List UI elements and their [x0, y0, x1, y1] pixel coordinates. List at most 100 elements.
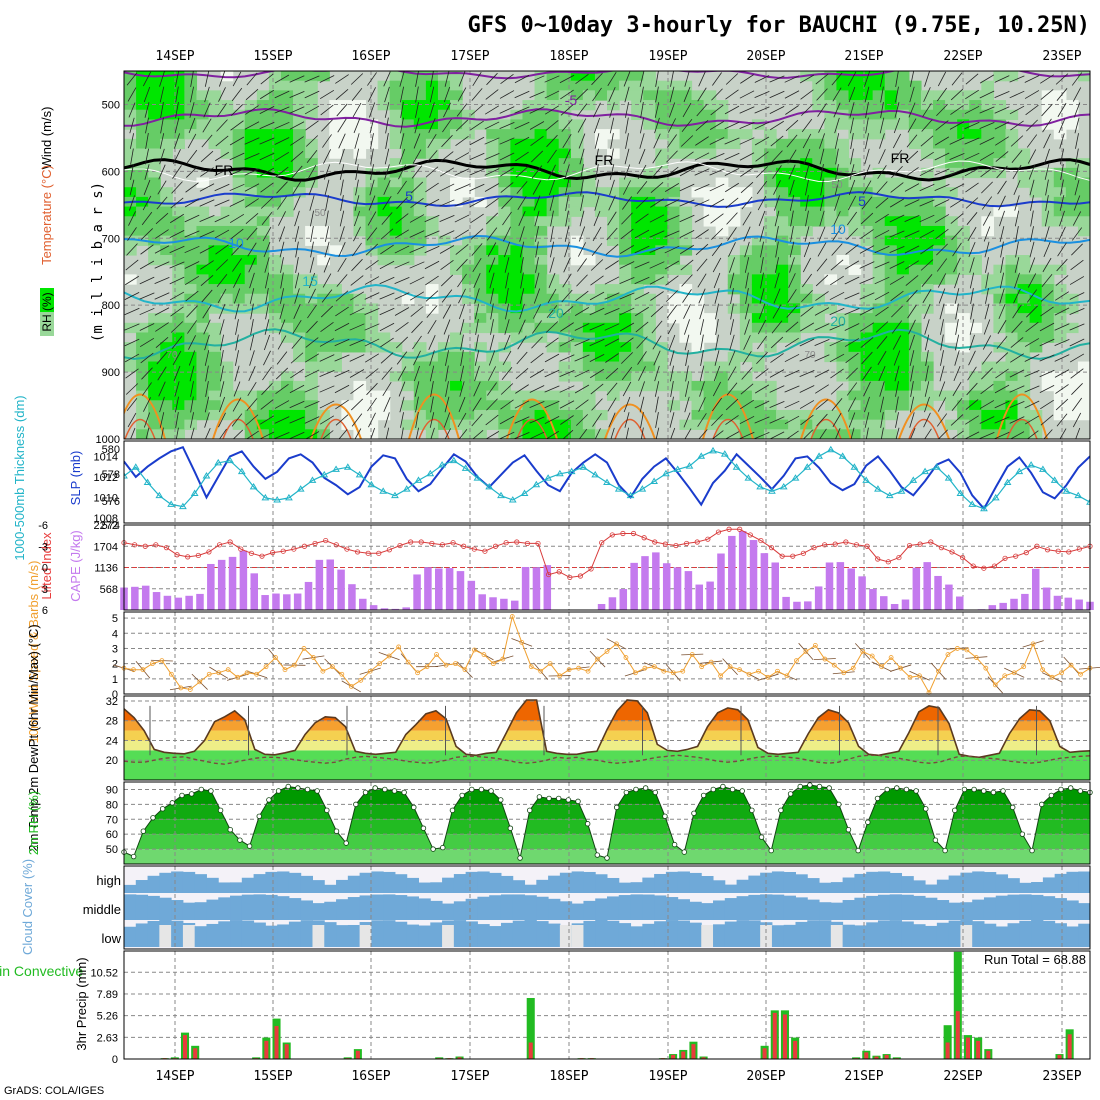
wind-barb [229, 168, 245, 176]
rh-cell [377, 216, 391, 227]
rh-cell [860, 409, 874, 421]
rh-cell [317, 361, 330, 372]
wind-barb [203, 102, 211, 118]
rh-cell [969, 109, 982, 121]
rh-cell [148, 100, 161, 111]
wind-barb [739, 415, 755, 425]
rh-cell [474, 255, 487, 266]
wind-barb [185, 166, 199, 178]
tick-label: 2.63 [97, 1032, 118, 1044]
rh-cell [631, 303, 644, 314]
rh-cell [474, 342, 487, 353]
wind-barb [170, 321, 184, 333]
cloud-bar [607, 920, 620, 947]
wind-barb [711, 242, 723, 257]
rh-cell [256, 158, 270, 169]
cape-bar [196, 593, 204, 610]
wind-barb [919, 214, 935, 223]
rh-cell [1017, 293, 1031, 305]
rh-cell [655, 158, 668, 169]
wind-barb [1059, 210, 1065, 227]
wind-barb [474, 288, 480, 304]
wind-barb [564, 241, 570, 258]
rh-cell [522, 429, 536, 439]
thickness-marker [226, 456, 234, 464]
wind-barb [787, 149, 797, 164]
lifted-index-point [715, 529, 722, 535]
cloud-bar [689, 922, 702, 947]
cloud-bar [218, 882, 231, 893]
wind-barb [504, 257, 510, 273]
rh-cell [776, 284, 789, 295]
wind-barb [879, 117, 885, 134]
rh-cell [558, 167, 572, 179]
rh-cell [280, 264, 294, 275]
wind-barb [262, 226, 272, 242]
wind-barb [865, 102, 869, 118]
rh-cell [365, 390, 379, 401]
rh-cell [136, 361, 149, 372]
wind-barb [860, 212, 874, 225]
wind-barb [214, 214, 230, 223]
rh-cell [643, 216, 656, 227]
temp-band [124, 730, 1090, 741]
rh-point [179, 792, 185, 799]
rh-cell [546, 342, 560, 353]
wind-barb [700, 350, 704, 366]
wind-barb [142, 71, 152, 87]
rh-cell [486, 158, 499, 169]
wind-barb [216, 119, 228, 132]
rh-cell [776, 158, 789, 169]
cloud-bar [995, 895, 1009, 920]
wind-speed-point [651, 664, 657, 670]
wind-barb [789, 257, 795, 273]
rh-cell [896, 264, 910, 275]
rh-cell [607, 322, 620, 334]
rh-cell [703, 216, 717, 227]
wind-barb [458, 396, 466, 413]
rh-cell [124, 119, 137, 130]
wind-barb [1054, 307, 1070, 316]
rh-cell [208, 129, 222, 140]
rh-cell [727, 409, 741, 421]
cape-bar [880, 596, 888, 610]
rh-cell [124, 177, 137, 188]
thickness-marker [944, 474, 953, 481]
rh-cell [812, 80, 825, 91]
rh-cell [148, 138, 161, 150]
rh-cell [317, 235, 330, 246]
rh-cell [534, 284, 548, 295]
rh-cell [751, 245, 765, 256]
wind-barb [171, 181, 183, 194]
rh-cell [715, 225, 729, 237]
wind-barb [560, 89, 574, 100]
rh-cell [462, 390, 475, 401]
wind-barb [339, 210, 345, 227]
wind-barb [139, 337, 155, 348]
rh-cell [365, 187, 379, 198]
wind-barb [415, 412, 419, 428]
wind-barb [1013, 288, 1021, 304]
rh-cell [256, 390, 270, 401]
wind-barb [800, 414, 814, 426]
wind-barb [247, 242, 257, 257]
rh-cell [872, 390, 886, 401]
rh-cell [220, 274, 234, 285]
date-label: 20SEP [746, 1069, 785, 1084]
cloud-bar [795, 921, 808, 947]
rh-cell [546, 138, 560, 150]
wind-barb [199, 183, 215, 192]
cape-bar [163, 595, 172, 610]
wind-barb [994, 400, 1010, 409]
rh-point [594, 852, 601, 858]
wind-barb [994, 106, 1010, 114]
lifted-index-point [248, 550, 254, 556]
rh-cell [232, 409, 246, 421]
thickness-marker [320, 470, 329, 478]
wind-barb [864, 133, 870, 149]
rh-cell [353, 380, 367, 392]
rh-cell [1053, 390, 1067, 401]
rh-cell [800, 138, 813, 150]
rh-cell [739, 255, 753, 266]
rh-cell [208, 235, 222, 246]
